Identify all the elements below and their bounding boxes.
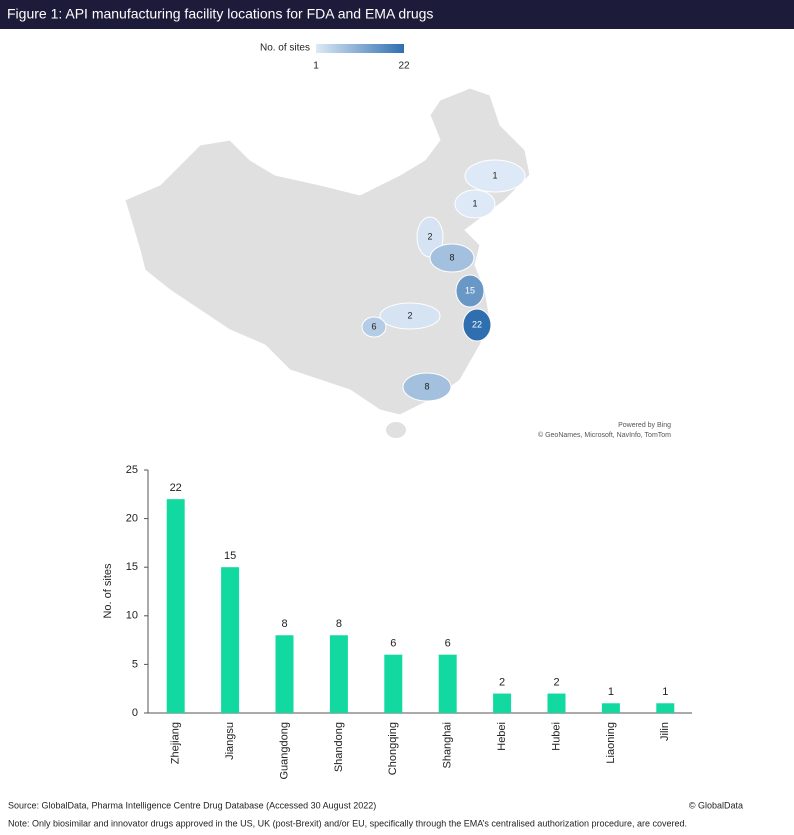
legend-title: No. of sites <box>260 43 310 54</box>
y-tick-label: 15 <box>126 561 138 573</box>
x-tick-label: Zhejiang <box>170 722 182 764</box>
data-label: 1 <box>662 686 668 698</box>
y-tick-label: 25 <box>126 464 138 476</box>
y-tick-label: 10 <box>126 610 138 622</box>
bar <box>438 654 457 713</box>
credit: © GeoNames, Microsoft, NavInfo, TomTom <box>538 431 671 439</box>
region <box>454 189 496 219</box>
bar <box>221 567 240 713</box>
legend-tick-label: 22 <box>398 61 410 72</box>
bar <box>275 635 294 713</box>
x-tick-label: Guangdong <box>278 722 290 780</box>
figure-title: Figure 1: API manufacturing facility loc… <box>7 6 433 22</box>
y-tick-label: 0 <box>132 707 138 719</box>
data-label: 8 <box>336 618 342 630</box>
region <box>429 243 475 273</box>
region-label: 8 <box>424 381 429 391</box>
bar <box>166 499 185 713</box>
copyright: © GlobalData <box>689 800 743 810</box>
x-tick-label: Hebei <box>496 722 508 751</box>
x-tick-label: Chongqing <box>387 722 399 775</box>
region-label: 6 <box>371 321 376 331</box>
region <box>379 302 441 330</box>
x-tick-label: Jiangsu <box>224 722 236 760</box>
region <box>402 372 452 402</box>
bar <box>656 703 675 713</box>
title-bar <box>0 0 794 29</box>
y-tick-label: 20 <box>126 513 138 525</box>
y-axis-label: No. of sites <box>102 563 114 619</box>
data-label: 2 <box>553 676 559 688</box>
region-label: 1 <box>472 198 477 208</box>
bar <box>493 693 512 713</box>
legend-tick-label: 1 <box>313 61 319 72</box>
data-label: 22 <box>170 482 182 494</box>
region <box>462 308 492 342</box>
color-legend <box>316 44 404 53</box>
island <box>386 422 406 438</box>
x-tick-label: Shandong <box>333 722 345 772</box>
data-label: 2 <box>499 676 505 688</box>
data-label: 15 <box>224 550 236 562</box>
region-label: 8 <box>449 252 454 262</box>
bar <box>601 703 620 713</box>
region-label: 2 <box>407 310 412 320</box>
y-tick-label: 5 <box>132 658 138 670</box>
region <box>464 159 526 193</box>
x-tick-label: Shanghai <box>442 722 454 769</box>
region <box>455 274 485 308</box>
bar <box>329 635 348 713</box>
region-label: 15 <box>465 285 475 295</box>
x-tick-label: Liaoning <box>605 722 617 764</box>
bar <box>384 654 403 713</box>
x-tick-label: Hubei <box>550 722 562 751</box>
region-label: 2 <box>427 231 432 241</box>
region <box>361 316 387 338</box>
bar <box>547 693 566 713</box>
data-label: 8 <box>281 618 287 630</box>
credit: Powered by Bing <box>618 422 671 429</box>
region-label: 22 <box>472 319 482 329</box>
footnote: Note: Only biosimilar and innovator drug… <box>8 818 687 828</box>
data-label: 1 <box>608 686 614 698</box>
region-label: 1 <box>492 170 497 180</box>
data-label: 6 <box>390 638 396 650</box>
data-label: 6 <box>445 638 451 650</box>
source-note: Source: GlobalData, Pharma Intelligence … <box>8 800 376 810</box>
x-tick-label: Jilin <box>659 722 671 741</box>
